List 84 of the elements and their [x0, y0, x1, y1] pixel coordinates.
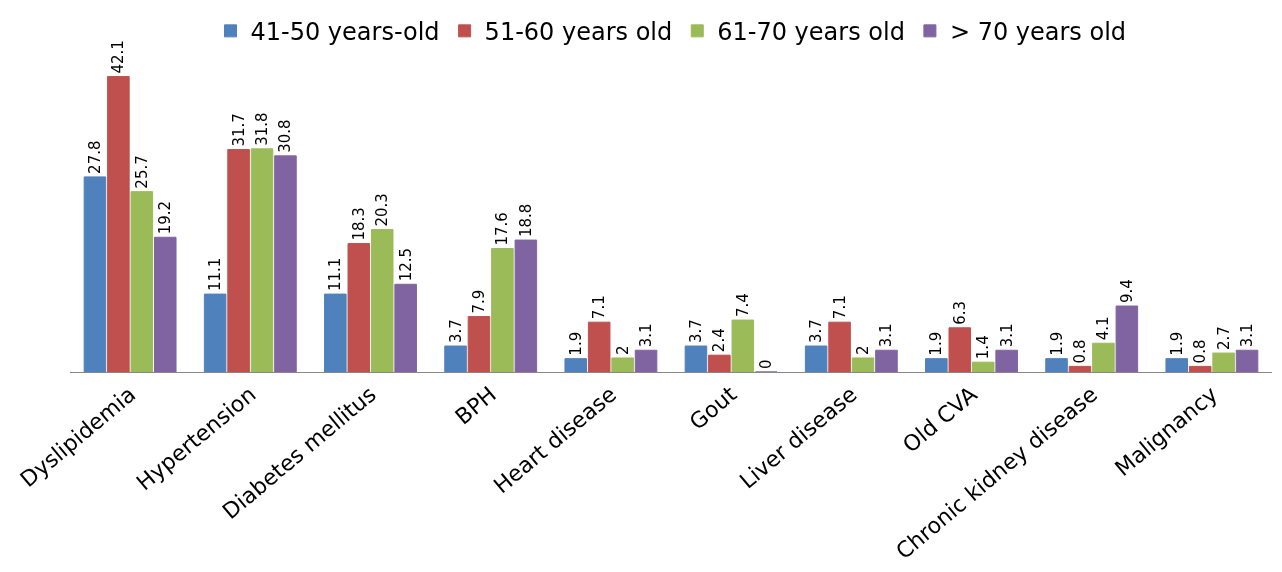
- bar: [1235, 349, 1259, 372]
- data-label: 7.1: [830, 295, 849, 320]
- bar: [394, 283, 417, 372]
- bar: [227, 149, 250, 372]
- bar: [925, 358, 948, 372]
- data-label: 3.1: [877, 323, 896, 348]
- data-label: 3.1: [1238, 323, 1257, 348]
- bar: [611, 357, 634, 372]
- bar: [587, 321, 611, 372]
- bar: [130, 191, 154, 372]
- bar: [1165, 358, 1189, 372]
- bar: [444, 345, 467, 372]
- data-label: 18.8: [516, 203, 535, 238]
- bar: [347, 243, 371, 372]
- data-label: 3.7: [807, 319, 826, 344]
- bar: [370, 229, 394, 372]
- bar: [684, 345, 708, 372]
- bar: [274, 155, 297, 372]
- data-label: 27.8: [85, 140, 104, 174]
- data-label: 30.8: [276, 119, 295, 153]
- data-label: 6.3: [950, 300, 969, 325]
- bar: [491, 247, 514, 372]
- data-label: 0.8: [1191, 339, 1210, 364]
- data-label: 20.3: [373, 193, 392, 227]
- data-label: 1.4: [974, 335, 993, 360]
- bar: [1068, 365, 1092, 372]
- legend-label: 41-50 years-old: [250, 18, 440, 47]
- data-label: 3.7: [446, 319, 465, 344]
- data-label: 4.1: [1094, 316, 1113, 341]
- bar: [1115, 305, 1139, 372]
- data-label: 17.6: [493, 212, 512, 246]
- data-label: 25.7: [132, 155, 151, 189]
- data-label: 0: [757, 359, 776, 369]
- data-label: 1.9: [1047, 331, 1066, 356]
- data-label: 18.3: [349, 207, 368, 241]
- data-label: 2.7: [1214, 326, 1233, 351]
- bar: [1188, 365, 1212, 372]
- bar: [828, 321, 851, 372]
- bar: [250, 148, 274, 372]
- bar: [875, 349, 898, 372]
- data-label: 12.5: [396, 247, 415, 282]
- bar: [203, 293, 227, 372]
- bar: [1092, 342, 1115, 372]
- data-label: 2: [613, 345, 632, 355]
- data-label: 0.8: [1070, 339, 1089, 364]
- data-label: 7.4: [733, 293, 752, 318]
- bar: [107, 76, 130, 372]
- bar: [708, 354, 731, 372]
- bar: [83, 176, 107, 372]
- legend-label: > 70 years old: [949, 18, 1127, 47]
- data-label: 1.9: [1167, 331, 1186, 356]
- data-label: 19.2: [156, 200, 175, 235]
- bar: [324, 293, 347, 372]
- data-label: 1.9: [566, 331, 585, 356]
- data-label: 1.9: [927, 331, 946, 356]
- bar: [564, 358, 588, 372]
- bar: [467, 316, 491, 372]
- bar: [731, 319, 755, 372]
- bar: [995, 349, 1018, 372]
- data-label: 42.1: [109, 40, 128, 74]
- data-label: 7.9: [469, 289, 488, 314]
- data-label: 7.1: [590, 295, 609, 320]
- bar: [1045, 358, 1068, 372]
- bar: [804, 345, 828, 372]
- data-label: 2: [854, 345, 873, 355]
- bar: [851, 357, 875, 372]
- data-label: 11.1: [326, 257, 345, 292]
- bar: [153, 236, 177, 372]
- data-label: 9.4: [1117, 279, 1136, 304]
- data-label: 2.4: [710, 328, 729, 353]
- data-label: 11.1: [206, 257, 225, 292]
- x-tick-label: Old CVA: [897, 381, 982, 458]
- bar: [1212, 352, 1235, 372]
- legend-label: 51-60 years old: [484, 18, 673, 47]
- data-label: 31.8: [253, 112, 272, 146]
- data-label: 3.1: [997, 323, 1016, 348]
- data-label: 3.1: [637, 323, 656, 348]
- bar: [514, 239, 538, 372]
- legend-label: 61-70 years old: [717, 18, 905, 47]
- bar: [948, 327, 972, 372]
- data-label: 31.7: [229, 113, 248, 147]
- bar: [634, 349, 658, 372]
- data-label: 3.7: [686, 319, 705, 344]
- bar: [971, 361, 995, 372]
